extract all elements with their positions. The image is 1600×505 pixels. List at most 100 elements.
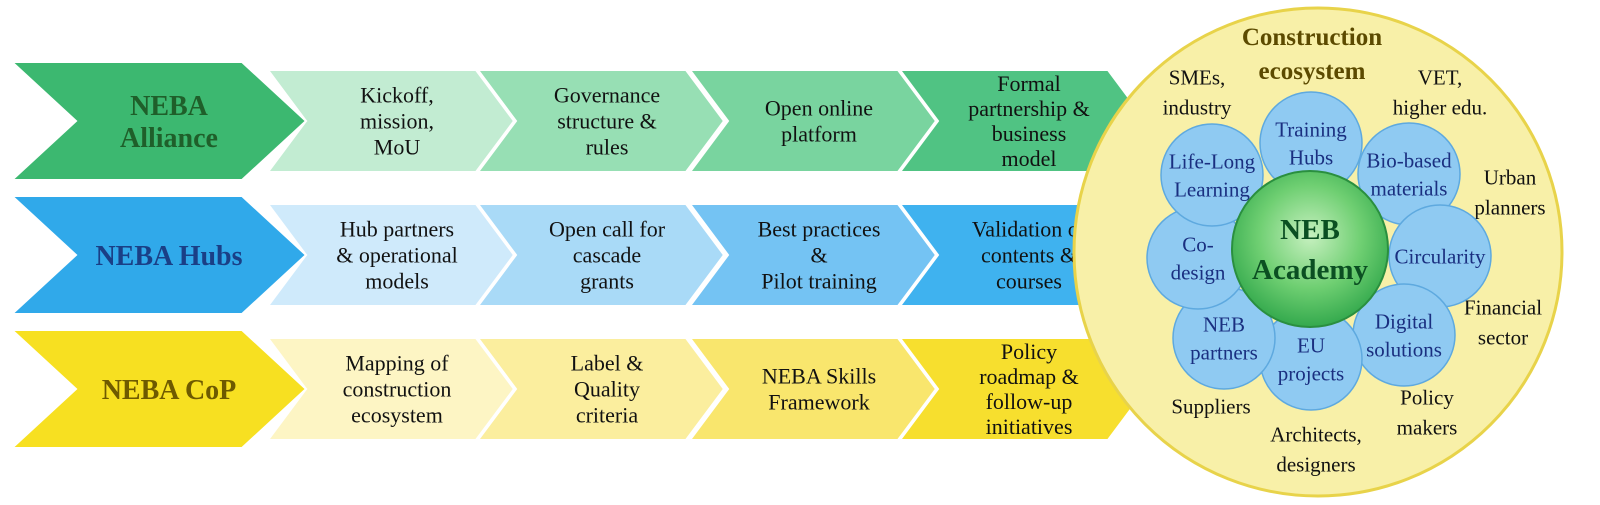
step-label-line: Quality: [574, 377, 640, 402]
stakeholder-label: Policy makers: [1397, 385, 1458, 439]
step-label-line: roadmap &: [979, 364, 1079, 389]
step-label-line: structure &: [557, 109, 657, 134]
stakeholder-label: Financial sector: [1464, 295, 1542, 349]
head-chevron-shape: [9, 329, 308, 449]
petal-label: Life-Long Learning: [1169, 149, 1256, 201]
step-label-line: follow-up: [986, 389, 1073, 414]
step-label: Kickoff, mission, MoU: [360, 83, 434, 160]
step-chevron-shape: [476, 69, 726, 173]
step-label: Open online platform: [765, 96, 873, 147]
petal-label-line: EU: [1297, 333, 1325, 357]
step-label: Policy roadmap & follow-up initiatives: [979, 339, 1079, 439]
row-head-label: NEBA Hubs: [95, 241, 242, 272]
step-label-line: contents &: [981, 243, 1077, 268]
row-head-label-line: NEBA: [130, 91, 209, 122]
stakeholder-label: VET, higher edu.: [1393, 65, 1487, 119]
ecosystem-title-line: Construction: [1242, 24, 1382, 51]
step-label: Mapping of construction ecosystem: [343, 351, 452, 428]
row-head-label: NEBA CoP: [102, 375, 237, 406]
petal-label-line: Circularity: [1395, 244, 1486, 268]
stakeholder-label-line: Architects,: [1270, 422, 1362, 446]
step-hubs-2: Open call for cascade grants: [476, 203, 726, 307]
core-label-line: Academy: [1252, 254, 1368, 286]
petal-label: EU projects: [1278, 333, 1344, 385]
petal-label-line: Digital: [1375, 309, 1433, 333]
step-label-line: MoU: [374, 135, 421, 160]
step-label-line: model: [1002, 146, 1057, 171]
petal-label: Bio-based materials: [1366, 148, 1452, 200]
construction-ecosystem: Construction ecosystem SMEs, industry VET, hi…: [1072, 6, 1564, 498]
petals: [1146, 91, 1492, 411]
petal-label: Training Hubs: [1275, 117, 1347, 169]
petal-label-line: partners: [1190, 340, 1258, 364]
stakeholder-label-line: makers: [1397, 415, 1458, 439]
step-cop-3: NEBA Skills Framework: [688, 337, 938, 441]
petal-label-line: solutions: [1366, 337, 1442, 361]
step-chevron-shape: [476, 337, 726, 441]
petal-label: NEB partners: [1190, 312, 1258, 364]
step-label-line: Governance: [554, 83, 660, 108]
step-alliance-1: Kickoff, mission, MoU: [266, 69, 516, 173]
core-label: NEB Academy: [1252, 214, 1368, 286]
step-label-line: courses: [996, 269, 1062, 294]
step-label-line: models: [365, 269, 429, 294]
step-label: Hub partners & operational models: [336, 217, 458, 294]
petal-label-line: materials: [1371, 176, 1448, 200]
step-label-line: partnership &: [968, 96, 1090, 121]
step-label-line: criteria: [576, 403, 639, 428]
step-label-line: grants: [580, 269, 634, 294]
step-label-line: Mapping of: [345, 351, 449, 376]
step-label-line: Label &: [571, 351, 644, 376]
core-label-line: NEB: [1280, 214, 1340, 246]
stakeholder-label: Urban planners: [1474, 165, 1545, 219]
step-label: NEBA Skills Framework: [762, 364, 876, 415]
stakeholder-label-line: SMEs,: [1169, 65, 1226, 89]
step-label-line: ecosystem: [351, 403, 443, 428]
row-alliance: Kickoff, mission, MoU Governance structure &…: [9, 61, 1148, 181]
ecosystem-title: Construction ecosystem: [1242, 24, 1382, 85]
step-label: Formal partnership & business model: [968, 71, 1090, 171]
step-cop-2: Label & Quality criteria: [476, 337, 726, 441]
petal-label-line: Hubs: [1289, 145, 1333, 169]
stakeholder-label-line: designers: [1276, 452, 1355, 476]
row-head-label-line: Alliance: [120, 123, 218, 154]
stakeholder-label-line: Financial: [1464, 295, 1542, 319]
step-hubs-3: Best practices & Pilot training: [688, 203, 938, 307]
step-label-line: Pilot training: [761, 269, 877, 294]
step-label-line: NEBA Skills: [762, 364, 876, 389]
step-label-line: construction: [343, 377, 452, 402]
stakeholder-label-line: higher edu.: [1393, 95, 1487, 119]
step-label-line: Open call for: [549, 217, 666, 242]
step-label-line: cascade: [573, 243, 641, 268]
step-label: Best practices & Pilot training: [758, 217, 881, 294]
stakeholder-label-line: VET,: [1418, 65, 1463, 89]
step-cop-4: Policy roadmap & follow-up initiatives: [898, 337, 1148, 441]
stakeholder-label-line: Urban: [1484, 165, 1537, 189]
step-alliance-2: Governance structure & rules: [476, 69, 726, 173]
row-hubs: Hub partners & operational models Open call…: [9, 195, 1148, 315]
stakeholder-label-line: Policy: [1400, 385, 1454, 409]
stakeholder-label-line: sector: [1478, 325, 1528, 349]
stakeholder-label: Architects, designers: [1270, 422, 1362, 476]
petal-label-line: Training: [1275, 117, 1347, 141]
step-label-line: Kickoff,: [360, 83, 434, 108]
step-label: Open call for cascade grants: [549, 217, 666, 294]
petal-label-line: Bio-based: [1366, 148, 1452, 172]
step-label-line: &: [810, 243, 827, 268]
step-alliance-3: Open online platform: [688, 69, 938, 173]
step-chevron-shape: [688, 69, 938, 173]
petal-label: Circularity: [1395, 244, 1486, 268]
step-label-line: & operational: [336, 243, 458, 268]
row-head-label-line: NEBA Hubs: [95, 241, 242, 272]
row-head-label-line: NEBA CoP: [102, 375, 237, 406]
petal-label-line: design: [1171, 260, 1226, 284]
head-chevron-shape: [9, 61, 308, 181]
step-label-line: mission,: [360, 109, 434, 134]
stakeholder-label-line: planners: [1474, 195, 1545, 219]
step-cop-1: Mapping of construction ecosystem: [266, 337, 516, 441]
step-chevron-shape: [688, 203, 938, 307]
stakeholder-label-line: industry: [1163, 95, 1232, 119]
petal-label-line: Co-: [1182, 232, 1214, 256]
petal-label: Digital solutions: [1366, 309, 1442, 361]
stakeholder-label: SMEs, industry: [1163, 65, 1232, 119]
